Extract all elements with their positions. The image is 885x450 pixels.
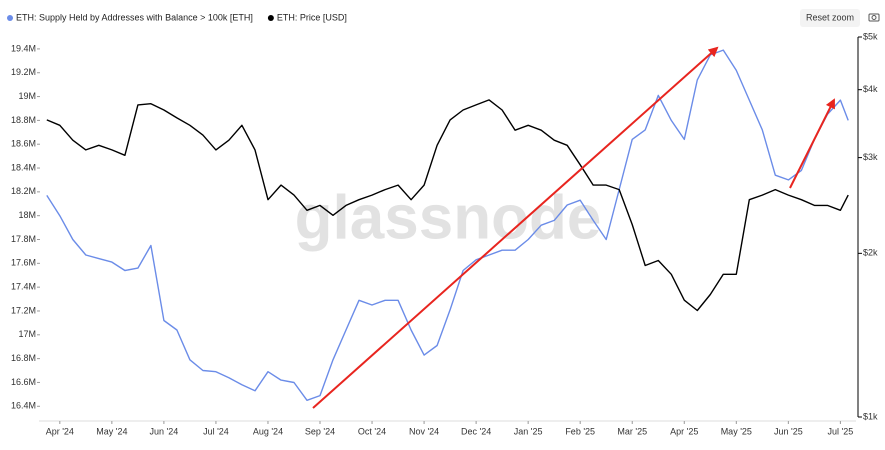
annotation-arrow <box>312 46 719 409</box>
x-tick-label: Aug '24 <box>253 426 283 436</box>
x-tick-label: Sep '24 <box>305 426 335 436</box>
x-tick-label: Jul '24 <box>203 426 229 436</box>
y-tick-label: 16.4M <box>11 401 36 411</box>
x-tick-label: May '25 <box>721 426 752 436</box>
camera-icon[interactable] <box>868 13 880 22</box>
y-tick-label: 17M <box>18 329 36 339</box>
y-tick-label: 18.2M <box>11 186 36 196</box>
reset-zoom-button[interactable] <box>800 9 860 27</box>
legend-label: ETH: Supply Held by Addresses with Balan… <box>16 12 253 22</box>
x-tick-label: Jan '25 <box>514 426 543 436</box>
y-tick-label: 19.2M <box>11 67 36 77</box>
x-tick-label: May '24 <box>96 426 127 436</box>
y-tick-label: 19.4M <box>11 43 36 53</box>
y-tick-label: 17.8M <box>11 234 36 244</box>
legend-swatch <box>267 15 274 21</box>
x-tick-label: Oct '24 <box>358 426 386 436</box>
legend-swatch <box>7 15 13 21</box>
y-tick-label: 16.6M <box>11 377 36 387</box>
y-tick-label: 18.4M <box>11 162 36 172</box>
y-tick-label: 16.8M <box>11 353 36 363</box>
y-tick-label: 17.4M <box>11 282 36 292</box>
x-tick-label: Jun '24 <box>150 426 179 436</box>
x-tick-label: Feb '25 <box>565 426 595 436</box>
annotation-arrow <box>789 98 835 189</box>
y2-tick-label: $5k <box>863 31 878 41</box>
series-line <box>46 99 849 312</box>
y2-tick-label: $1k <box>863 411 878 421</box>
y2-tick-label: $4k <box>863 84 878 94</box>
reset-zoom-label[interactable]: Reset zoom <box>806 12 854 22</box>
x-tick-label: Apr '24 <box>46 426 74 436</box>
x-tick-label: Mar '25 <box>617 426 647 436</box>
y2-tick-label: $3k <box>863 152 878 162</box>
y-tick-label: 18.6M <box>11 139 36 149</box>
watermark: glassnode <box>295 183 602 252</box>
y2-tick-label: $2k <box>863 248 878 258</box>
plot-area: 16.4M 16.6M 16.8M 17M 17.2M 17.4M 17.6M 17.8M 18… <box>11 31 878 436</box>
series-line <box>46 49 849 401</box>
y-tick-label: 17.2M <box>11 305 36 315</box>
y-tick-label: 17.6M <box>11 258 36 268</box>
x-tick-label: Dec '24 <box>461 426 491 436</box>
x-tick-label: Apr '25 <box>670 426 698 436</box>
y-tick-label: 19M <box>18 91 36 101</box>
x-tick-label: Nov '24 <box>409 426 439 436</box>
x-tick-label: Jun '25 <box>774 426 803 436</box>
y-tick-label: 18M <box>18 210 36 220</box>
y-tick-label: 18.8M <box>11 115 36 125</box>
x-tick-label: Jul '25 <box>828 426 854 436</box>
legend-label: ETH: Price [USD] <box>277 12 347 22</box>
